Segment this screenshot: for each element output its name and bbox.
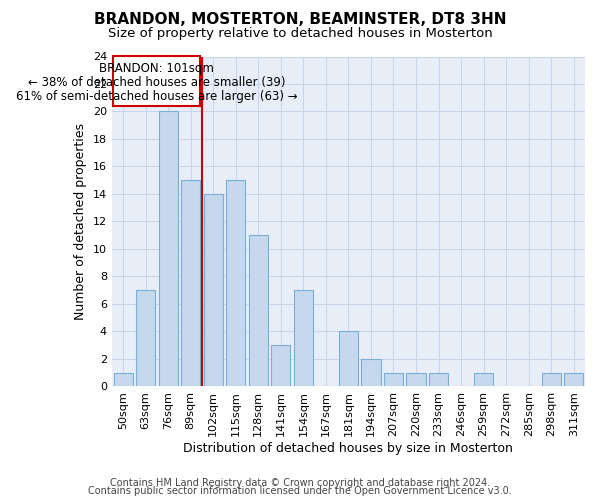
Bar bbox=[294, 290, 313, 386]
Bar bbox=[474, 372, 493, 386]
Bar bbox=[564, 372, 583, 386]
Bar bbox=[226, 180, 245, 386]
Text: Size of property relative to detached houses in Mosterton: Size of property relative to detached ho… bbox=[107, 28, 493, 40]
Text: BRANDON, MOSTERTON, BEAMINSTER, DT8 3HN: BRANDON, MOSTERTON, BEAMINSTER, DT8 3HN bbox=[94, 12, 506, 28]
Y-axis label: Number of detached properties: Number of detached properties bbox=[74, 123, 87, 320]
Bar bbox=[113, 372, 133, 386]
Bar bbox=[361, 359, 380, 386]
Bar bbox=[406, 372, 425, 386]
Text: ← 38% of detached houses are smaller (39): ← 38% of detached houses are smaller (39… bbox=[28, 76, 286, 89]
Bar bbox=[158, 112, 178, 386]
X-axis label: Distribution of detached houses by size in Mosterton: Distribution of detached houses by size … bbox=[184, 442, 514, 455]
Bar bbox=[113, 56, 200, 106]
Bar bbox=[339, 332, 358, 386]
Bar bbox=[249, 235, 268, 386]
Bar bbox=[429, 372, 448, 386]
Bar bbox=[203, 194, 223, 386]
Text: Contains HM Land Registry data © Crown copyright and database right 2024.: Contains HM Land Registry data © Crown c… bbox=[110, 478, 490, 488]
Bar bbox=[136, 290, 155, 386]
Bar bbox=[384, 372, 403, 386]
Text: BRANDON: 101sqm: BRANDON: 101sqm bbox=[99, 62, 214, 76]
Bar bbox=[542, 372, 561, 386]
Text: Contains public sector information licensed under the Open Government Licence v3: Contains public sector information licen… bbox=[88, 486, 512, 496]
Bar bbox=[181, 180, 200, 386]
Text: 61% of semi-detached houses are larger (63) →: 61% of semi-detached houses are larger (… bbox=[16, 90, 298, 103]
Bar bbox=[271, 345, 290, 387]
